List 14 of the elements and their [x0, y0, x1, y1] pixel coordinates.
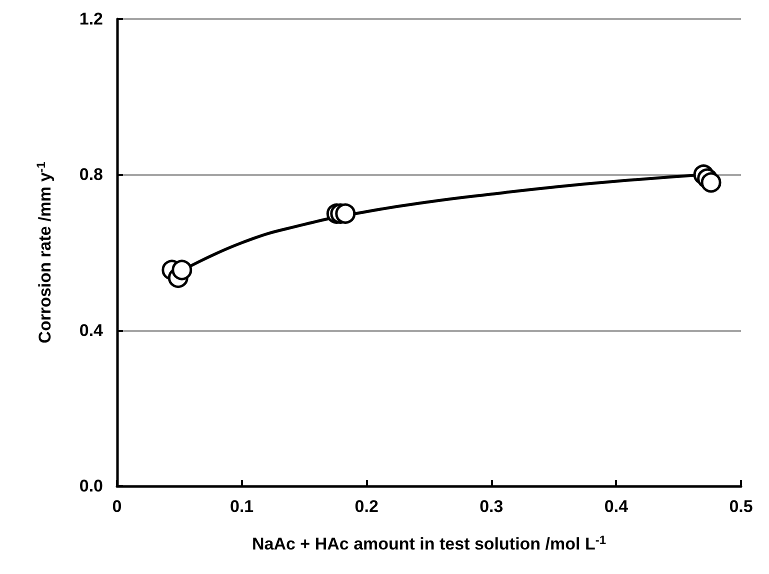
x-tick-label: 0.1 — [230, 497, 254, 516]
y-tick-label: 0.4 — [79, 320, 104, 340]
x-tick-label: 0 — [112, 497, 122, 516]
point — [335, 203, 356, 224]
y-tick-label: 0.0 — [79, 476, 103, 496]
y-axis-title: Corrosion rate /mm y-1 — [34, 161, 54, 344]
y-tick-label: 1.2 — [79, 10, 103, 28]
point — [700, 172, 722, 193]
x-tick-label: 0.4 — [604, 497, 629, 516]
point — [172, 260, 192, 280]
x-tick-label: 0.3 — [480, 497, 504, 516]
x-tick-label: 0.5 — [729, 497, 753, 516]
x-tick-label: 0.2 — [354, 497, 378, 516]
y-tick-label: 0.8 — [79, 165, 103, 184]
